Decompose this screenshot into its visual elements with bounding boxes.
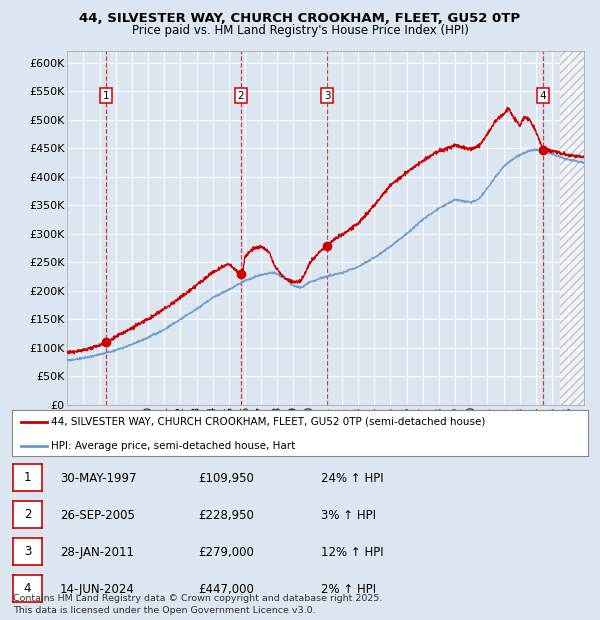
Text: 12% ↑ HPI: 12% ↑ HPI — [321, 546, 383, 559]
Text: Price paid vs. HM Land Registry's House Price Index (HPI): Price paid vs. HM Land Registry's House … — [131, 24, 469, 37]
Text: 14-JUN-2024: 14-JUN-2024 — [60, 583, 135, 596]
Text: 44, SILVESTER WAY, CHURCH CROOKHAM, FLEET, GU52 0TP: 44, SILVESTER WAY, CHURCH CROOKHAM, FLEE… — [79, 12, 521, 25]
Text: 3% ↑ HPI: 3% ↑ HPI — [321, 509, 376, 522]
Text: £447,000: £447,000 — [198, 583, 254, 596]
Text: 28-JAN-2011: 28-JAN-2011 — [60, 546, 134, 559]
Text: 3: 3 — [324, 91, 331, 100]
Text: 4: 4 — [24, 582, 31, 595]
Bar — [560, 51, 584, 405]
Text: 4: 4 — [540, 91, 547, 100]
Text: 44, SILVESTER WAY, CHURCH CROOKHAM, FLEET, GU52 0TP (semi-detached house): 44, SILVESTER WAY, CHURCH CROOKHAM, FLEE… — [51, 417, 485, 427]
Text: £279,000: £279,000 — [198, 546, 254, 559]
Text: £228,950: £228,950 — [198, 509, 254, 522]
Text: 2: 2 — [24, 508, 31, 521]
Text: 1: 1 — [24, 471, 31, 484]
Text: 2% ↑ HPI: 2% ↑ HPI — [321, 583, 376, 596]
Text: HPI: Average price, semi-detached house, Hart: HPI: Average price, semi-detached house,… — [51, 441, 295, 451]
Text: 1: 1 — [103, 91, 109, 100]
Text: 26-SEP-2005: 26-SEP-2005 — [60, 509, 135, 522]
Text: £109,950: £109,950 — [198, 472, 254, 485]
Text: 30-MAY-1997: 30-MAY-1997 — [60, 472, 137, 485]
Text: 3: 3 — [24, 545, 31, 558]
Text: Contains HM Land Registry data © Crown copyright and database right 2025.
This d: Contains HM Land Registry data © Crown c… — [13, 594, 383, 615]
Text: 24% ↑ HPI: 24% ↑ HPI — [321, 472, 383, 485]
Text: 2: 2 — [238, 91, 244, 100]
